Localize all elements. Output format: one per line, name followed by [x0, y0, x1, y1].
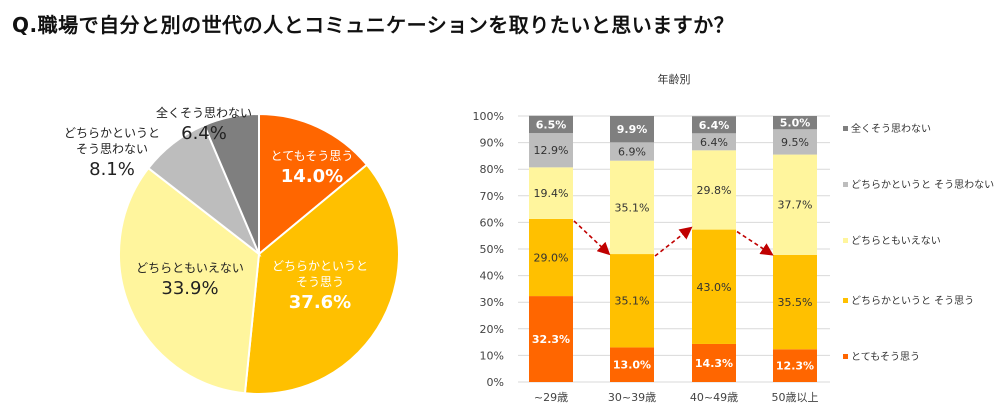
y-tick-label: 20%: [480, 323, 504, 336]
bar-segment: [773, 254, 817, 350]
x-tick-label: ~29歳: [534, 391, 568, 404]
bar-segment: [692, 133, 736, 151]
bar-segment: [529, 296, 573, 382]
pie-slice-label: どちらかというと: [64, 126, 160, 140]
bar-segment: [773, 129, 817, 155]
legend-label: どちらともいえない: [851, 235, 941, 247]
trend-arrow: [736, 230, 774, 256]
y-tick-label: 40%: [480, 270, 504, 283]
chart-title: 年齢別: [658, 72, 691, 86]
legend-swatch: [843, 298, 848, 303]
bar-segment: [610, 116, 654, 143]
pie-slice-label: そう思わない: [76, 142, 148, 156]
y-tick-label: 70%: [480, 190, 504, 203]
y-tick-label: 80%: [480, 163, 504, 176]
bar-value-label: 6.4%: [699, 119, 730, 132]
bar-value-label: 35.1%: [615, 295, 650, 308]
bar-value-label: 35.1%: [615, 201, 650, 214]
pie-chart: とてもそう思う14.0%どちらかというとそう思う37.6%どちらともいえない33…: [64, 105, 400, 395]
bar-value-label: 43.0%: [697, 281, 732, 294]
x-tick-label: 40~49歳: [690, 391, 738, 404]
pie-slice-label: そう思う: [296, 275, 344, 289]
y-tick-label: 100%: [473, 110, 504, 123]
bar-value-label: 6.4%: [700, 136, 728, 149]
bar-value-label: 13.0%: [613, 359, 651, 372]
bar-segment: [610, 142, 654, 161]
bar-value-label: 6.5%: [536, 118, 567, 131]
y-tick-label: 10%: [480, 349, 504, 362]
legend-swatch: [843, 182, 848, 187]
bar-segment: [692, 116, 736, 134]
pie-value-label: 8.1%: [89, 159, 135, 180]
bar-segment: [610, 160, 654, 255]
bar-value-label: 12.9%: [534, 144, 569, 157]
bar-segment: [692, 343, 736, 382]
trend-arrow: [573, 220, 611, 256]
y-tick-label: 50%: [480, 243, 504, 256]
legend-swatch: [843, 126, 848, 131]
bar-segment: [773, 116, 817, 130]
bar-segment: [773, 154, 817, 255]
x-tick-label: 50歳以上: [772, 391, 819, 404]
bar-segment: [610, 347, 654, 382]
pie-value-label: 6.4%: [181, 123, 227, 144]
bar-value-label: 12.3%: [776, 360, 814, 373]
bar-segment: [692, 229, 736, 344]
bar-segment: [692, 150, 736, 230]
bar-value-label: 19.4%: [534, 187, 569, 200]
bar-value-label: 5.0%: [780, 117, 811, 130]
bar-value-label: 9.5%: [781, 136, 809, 149]
bar-segment: [529, 218, 573, 297]
bar-value-label: 35.5%: [778, 296, 813, 309]
pie-slice: [118, 166, 261, 395]
legend-label: どちらかというと そう思う: [851, 295, 974, 307]
legend-label: 全くそう思わない: [851, 122, 931, 135]
bar-value-label: 29.0%: [534, 252, 569, 265]
pie-slice-label: どちらともいえない: [136, 261, 244, 275]
legend-swatch: [843, 238, 848, 243]
legend-swatch: [843, 354, 848, 359]
bar-value-label: 37.7%: [778, 199, 813, 212]
pie-value-label: 33.9%: [161, 278, 218, 299]
trend-arrow: [654, 226, 693, 257]
bar-value-label: 14.3%: [695, 357, 733, 370]
pie-value-label: 37.6%: [289, 292, 351, 313]
bar-value-label: 6.9%: [618, 146, 646, 159]
y-tick-label: 60%: [480, 216, 504, 229]
pie-slice-label: とてもそう思う: [271, 149, 354, 163]
x-tick-label: 30~39歳: [608, 391, 656, 404]
pie-slice: [202, 112, 260, 255]
bar-segment: [773, 349, 817, 382]
pie-slice-label: 全くそう思わない: [156, 105, 252, 120]
bar-segment: [610, 254, 654, 348]
pie-slice: [258, 112, 369, 257]
page-title: Q.職場で自分と別の世代の人とコミュニケーションを取りたいと思いますか？: [12, 13, 735, 37]
y-tick-label: 90%: [480, 137, 504, 150]
y-tick-label: 0%: [487, 376, 504, 389]
pie-value-label: 14.0%: [281, 166, 343, 187]
pie-slice-label: どちらかというと: [272, 259, 368, 273]
legend-label: とてもそう思う: [851, 351, 920, 363]
bar-segment: [529, 167, 573, 219]
legend-label: どちらかというと そう思わない: [851, 179, 994, 191]
y-tick-label: 30%: [480, 296, 504, 309]
pie-slice: [243, 163, 400, 395]
bar-segment: [529, 115, 573, 134]
bar-segment: [529, 133, 573, 168]
bar-value-label: 32.3%: [532, 333, 570, 346]
bar-value-label: 29.8%: [697, 184, 732, 197]
bar-value-label: 9.9%: [617, 123, 648, 136]
